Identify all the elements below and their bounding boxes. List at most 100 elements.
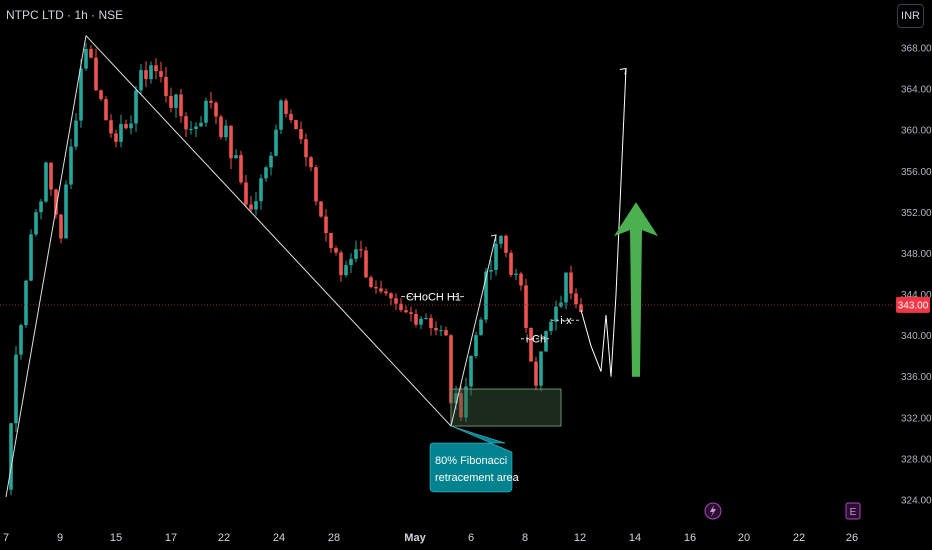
target-arrow-shape — [614, 202, 658, 377]
candle-body — [504, 235, 508, 253]
time-tick-label: 9 — [57, 532, 63, 544]
retracement-zone-box — [450, 388, 562, 427]
candle-body — [309, 157, 313, 168]
candle-body — [319, 201, 323, 217]
last-price-tag: 343.00 — [896, 296, 930, 313]
candle-body — [304, 139, 308, 158]
price-axis[interactable]: 324.00 328.00 332.00 336.00 340.00 344.00 348.… — [901, 44, 932, 507]
candle-body — [89, 48, 93, 58]
candle-body — [14, 354, 18, 424]
candle-body — [209, 100, 213, 103]
candle-body — [354, 249, 358, 259]
candle-body — [429, 317, 433, 329]
candle-body — [174, 94, 178, 108]
price-tick-label: 328.00 — [901, 454, 932, 465]
candle-body — [269, 155, 273, 168]
candle-body — [434, 328, 438, 331]
target-arrow — [614, 202, 658, 377]
currency-button[interactable]: INR — [897, 4, 924, 28]
event-markers[interactable]: E — [704, 502, 861, 520]
earnings-event-icon: E — [845, 502, 861, 520]
candle-body — [414, 313, 418, 325]
candle-body — [499, 235, 503, 244]
choch-label: CHoCH H1 — [406, 292, 461, 304]
price-tick-label: 368.00 — [901, 44, 932, 55]
candle-body — [294, 120, 298, 130]
candle-body — [29, 234, 33, 281]
candle-body — [239, 155, 243, 183]
candle-body — [9, 423, 13, 490]
candle-body — [529, 328, 533, 362]
candle-body — [214, 102, 218, 117]
candle-body — [314, 167, 318, 202]
candle-body — [569, 272, 573, 294]
candle-body — [439, 330, 443, 332]
candle-body — [364, 250, 368, 278]
candle-body — [254, 201, 258, 210]
time-tick-label: 14 — [629, 532, 641, 544]
time-tick-label: 7 — [3, 532, 9, 544]
candle-body — [574, 293, 578, 305]
price-tag-box — [896, 296, 930, 313]
swing-lines — [5, 35, 497, 498]
candle-body — [244, 182, 248, 205]
candle-body — [324, 216, 328, 234]
candle-body — [274, 129, 278, 156]
fibonacci-callout: 80% Fibonacci retracement area — [429, 425, 520, 493]
candle-body — [264, 167, 268, 179]
price-tick-label: 364.00 — [901, 85, 932, 96]
callout-line-2: retracement area — [435, 472, 520, 484]
candle-body — [464, 386, 468, 418]
swing-line — [5, 35, 87, 498]
time-tick-label: 6 — [468, 532, 474, 544]
lightning-event-icon — [704, 502, 722, 520]
price-tick-label: 356.00 — [901, 167, 932, 178]
price-tick-label: 360.00 — [901, 126, 932, 137]
candle-body — [404, 310, 408, 313]
time-tick-label: 22 — [218, 532, 230, 544]
price-tick-label: 340.00 — [901, 331, 932, 342]
candle-body — [54, 189, 58, 215]
projection-arrowhead — [619, 67, 627, 75]
time-tick-label: 20 — [738, 532, 750, 544]
candle-body — [149, 65, 153, 80]
candle-body — [279, 100, 283, 130]
earnings-letter: E — [850, 507, 857, 518]
candle-body — [74, 120, 78, 147]
candle-body — [184, 116, 188, 130]
candle-body — [549, 321, 553, 332]
candle-body — [164, 76, 168, 97]
candle-body — [134, 90, 138, 124]
candle-body — [534, 361, 538, 386]
candle-body — [474, 335, 478, 357]
swing-arrowhead — [490, 234, 497, 242]
candle-body — [384, 291, 388, 294]
price-tag-label: 343.00 — [898, 300, 929, 311]
candle-body — [539, 351, 543, 386]
candle-body — [84, 48, 88, 69]
price-tick-label: 344.00 — [901, 290, 932, 301]
candle-body — [204, 100, 208, 123]
price-tick-label: 348.00 — [901, 249, 932, 260]
candle-body — [479, 319, 483, 336]
candles — [9, 43, 583, 496]
earnings-box — [845, 502, 861, 520]
candle-body — [199, 122, 203, 127]
candle-body — [259, 178, 263, 202]
candle-body — [34, 212, 38, 235]
candle-body — [519, 273, 523, 286]
candle-body — [554, 306, 558, 322]
time-axis[interactable]: 7 9 15 17 22 24 28 May 6 8 12 14 16 20 22 26 — [3, 532, 858, 544]
candle-body — [19, 325, 23, 355]
projection-path — [580, 67, 627, 377]
candle-body — [329, 233, 333, 249]
candle-body — [104, 99, 108, 121]
structure-levels: CHoCH H1 i-Ch i-x — [401, 292, 581, 346]
time-tick-label: 15 — [110, 532, 122, 544]
candle-body — [234, 155, 238, 159]
candle-body — [399, 303, 403, 311]
candle-body — [284, 100, 288, 114]
candle-body — [229, 125, 233, 159]
candle-body — [494, 243, 498, 270]
